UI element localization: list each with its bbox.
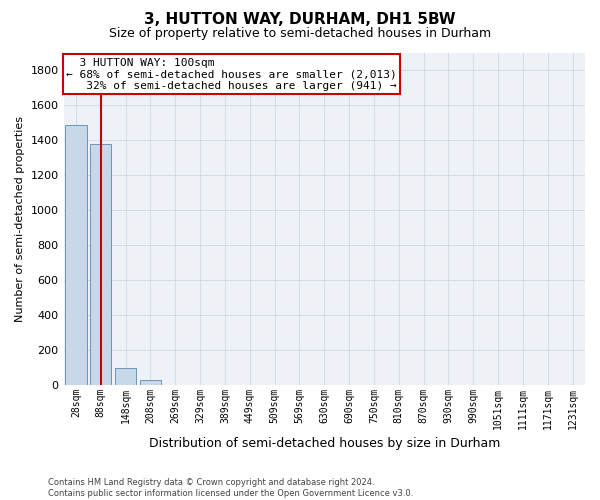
Text: 3 HUTTON WAY: 100sqm  
← 68% of semi-detached houses are smaller (2,013)
   32% : 3 HUTTON WAY: 100sqm ← 68% of semi-detac…	[66, 58, 397, 91]
Bar	[140, 380, 161, 385]
Bar	[115, 368, 136, 385]
Bar	[90, 144, 112, 385]
Text: 3, HUTTON WAY, DURHAM, DH1 5BW: 3, HUTTON WAY, DURHAM, DH1 5BW	[144, 12, 456, 28]
Text: Contains HM Land Registry data © Crown copyright and database right 2024.
Contai: Contains HM Land Registry data © Crown c…	[48, 478, 413, 498]
Y-axis label: Number of semi-detached properties: Number of semi-detached properties	[15, 116, 25, 322]
Text: Size of property relative to semi-detached houses in Durham: Size of property relative to semi-detach…	[109, 28, 491, 40]
Bar	[65, 124, 86, 385]
X-axis label: Distribution of semi-detached houses by size in Durham: Distribution of semi-detached houses by …	[149, 437, 500, 450]
